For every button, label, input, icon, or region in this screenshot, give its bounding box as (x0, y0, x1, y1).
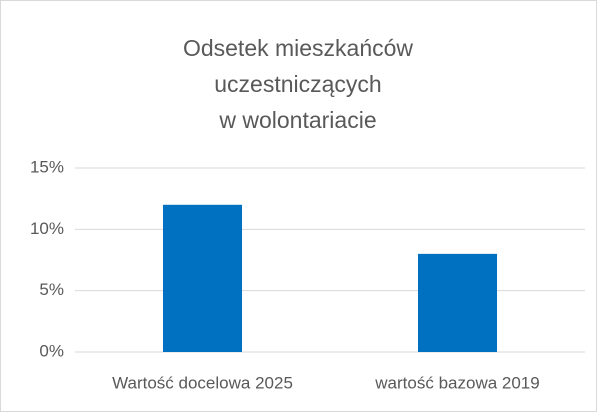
y-tick-label: 10% (30, 219, 64, 238)
x-tick-label: wartość bazowa 2019 (374, 373, 539, 392)
chart-title: w wolontariacie (218, 107, 376, 133)
y-tick-label: 0% (39, 341, 64, 360)
bar (162, 204, 243, 352)
y-tick-label: 15% (30, 157, 64, 176)
bar (417, 253, 498, 352)
chart-title: Odsetek mieszkańców (183, 35, 413, 61)
y-tick-label: 5% (39, 280, 64, 299)
x-tick-label: Wartość docelowa 2025 (112, 373, 293, 392)
chart-title: uczestniczących (214, 71, 381, 97)
